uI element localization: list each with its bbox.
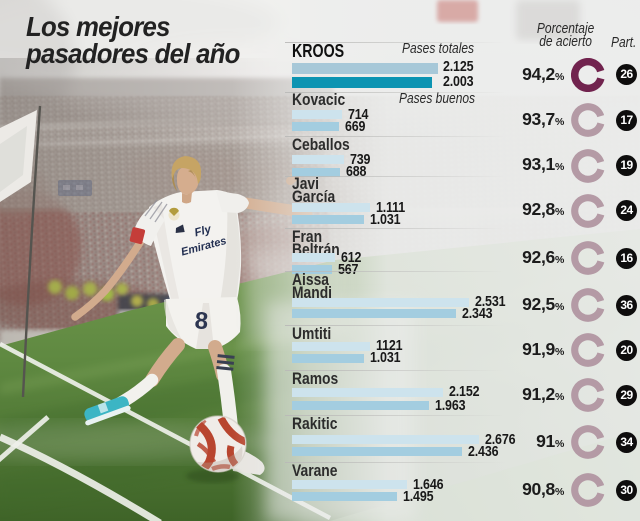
svg-text:Fly: Fly (193, 223, 213, 239)
svg-text:8: 8 (194, 307, 209, 335)
